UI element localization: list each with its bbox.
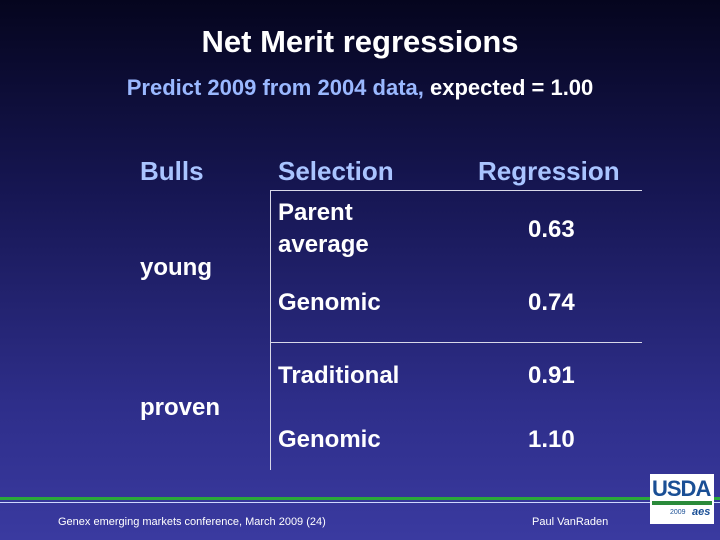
- logo: USDA 2009 aes: [650, 474, 714, 524]
- logo-name: USDA: [652, 476, 711, 501]
- selection-cell: Genomic: [278, 289, 381, 316]
- subtitle-highlight: Predict 2009 from 2004 data,: [126, 75, 424, 100]
- title: Net Merit regressions: [201, 24, 519, 59]
- regression-cell: 0.63: [528, 216, 575, 243]
- bulls-cell: young: [140, 254, 212, 281]
- regression-cell: 1.10: [528, 426, 575, 453]
- logo-year: 2009: [670, 509, 686, 516]
- selection-cell: Genomic: [278, 426, 381, 453]
- regression-cell: 0.74: [528, 289, 575, 316]
- footer-right: Paul VanRaden: [532, 516, 609, 528]
- column-header: Selection: [278, 156, 394, 186]
- divider: [270, 190, 271, 470]
- divider: [270, 342, 642, 343]
- logo-mark: aes: [692, 506, 711, 518]
- logo-stripe: [652, 501, 712, 505]
- divider: [270, 190, 642, 191]
- selection-cell: Traditional: [278, 362, 400, 389]
- subtitle: Predict 2009 from 2004 data, expected = …: [0, 75, 720, 101]
- footer-left: Genex emerging markets conference, March…: [58, 516, 326, 528]
- footer-rule: [0, 502, 720, 503]
- bulls-cell: proven: [140, 394, 221, 421]
- column-header: Regression: [478, 156, 620, 186]
- subtitle-rest: expected = 1.00: [430, 75, 594, 100]
- footer-rule: [0, 497, 720, 500]
- regression-cell: 0.91: [528, 362, 575, 389]
- selection-cell: Parent average: [278, 199, 369, 258]
- column-header: Bulls: [140, 156, 204, 186]
